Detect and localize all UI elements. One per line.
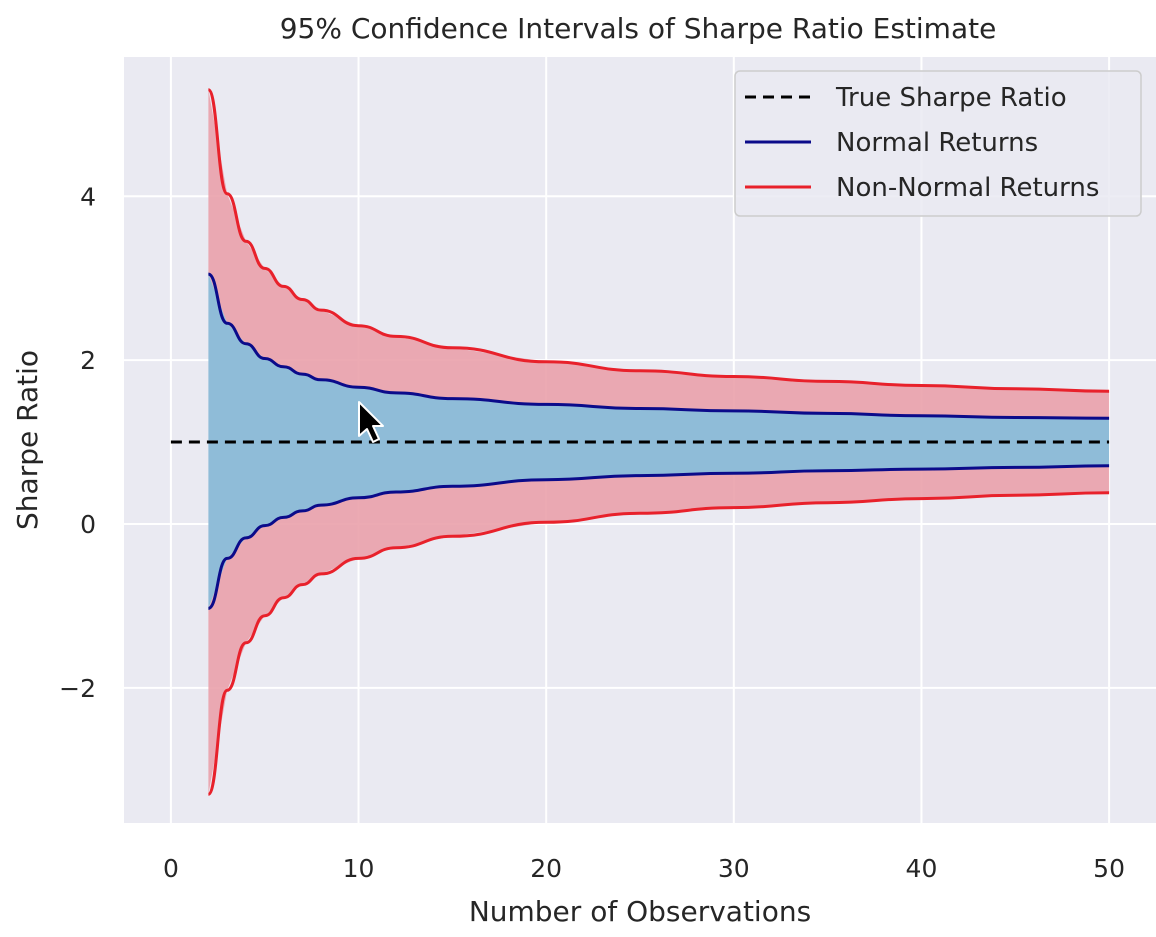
x-tick-label: 0 (163, 854, 179, 883)
x-tick-label: 50 (1093, 854, 1125, 883)
y-axis-ticks: −2 0 2 4 (59, 182, 96, 703)
normal-upper-line (207, 272, 1110, 420)
legend: True Sharpe Ratio Normal Returns Non-Norma… (734, 70, 1142, 217)
y-tick-label: −2 (59, 674, 96, 703)
legend-label: Non-Normal Returns (836, 173, 1099, 203)
x-axis-label: Number of Observations (469, 895, 811, 928)
normal-lower-line (207, 464, 1110, 610)
x-axis-ticks: 0 10 20 30 40 50 (163, 854, 1125, 883)
chart-title: 95% Confidence Intervals of Sharpe Ratio… (280, 12, 997, 45)
legend-item: Non-Normal Returns (745, 173, 1099, 203)
x-tick-label: 20 (530, 854, 562, 883)
mouse-pointer-icon (358, 401, 384, 443)
x-tick-label: 10 (343, 854, 375, 883)
non-normal-upper-line (206, 88, 1110, 393)
legend-item: True Sharpe Ratio (745, 83, 1067, 113)
legend-label: Normal Returns (836, 128, 1038, 158)
legend-label: True Sharpe Ratio (835, 83, 1067, 113)
x-tick-label: 40 (906, 854, 938, 883)
y-tick-label: 4 (80, 182, 96, 211)
series-lines (170, 88, 1110, 796)
y-tick-label: 2 (80, 346, 96, 375)
y-axis-label: Sharpe Ratio (11, 350, 44, 530)
non-normal-lower-line (206, 491, 1110, 796)
x-tick-label: 30 (718, 854, 750, 883)
legend-item: Normal Returns (745, 128, 1038, 158)
y-tick-label: 0 (80, 510, 96, 539)
legend-frame (734, 70, 1142, 217)
